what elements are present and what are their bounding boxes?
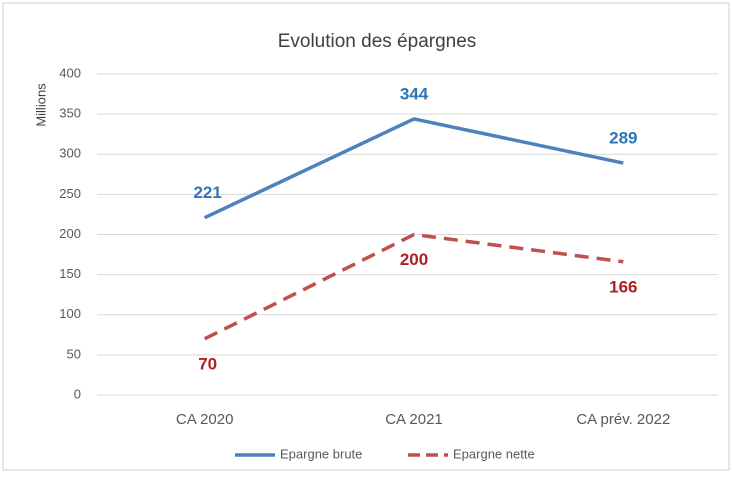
y-tick-label: 200 xyxy=(59,226,81,241)
x-tick-label: CA 2021 xyxy=(385,411,443,428)
y-tick-label: 350 xyxy=(59,106,81,121)
y-tick-label: 50 xyxy=(67,346,81,361)
data-label: 221 xyxy=(193,183,221,202)
y-axis-label: Millions xyxy=(33,83,48,127)
legend-label: Epargne brute xyxy=(280,446,362,461)
x-tick-label: CA 2020 xyxy=(176,411,234,428)
chart-title: Evolution des épargnes xyxy=(278,31,477,52)
y-tick-label: 300 xyxy=(59,146,81,161)
data-label: 166 xyxy=(609,277,637,296)
legend-label: Epargne nette xyxy=(453,446,535,461)
chart-frame xyxy=(2,2,730,471)
y-tick-label: 400 xyxy=(59,65,81,80)
data-label: 200 xyxy=(400,250,428,269)
series-line xyxy=(203,117,624,220)
series-line xyxy=(203,232,624,341)
y-tick-label: 250 xyxy=(59,186,81,201)
data-label: 344 xyxy=(400,84,429,103)
y-tick-label: 150 xyxy=(59,266,81,281)
y-tick-label: 100 xyxy=(59,306,81,321)
data-label: 289 xyxy=(609,129,637,148)
y-tick-label: 0 xyxy=(74,386,81,401)
data-label: 70 xyxy=(198,354,217,373)
x-tick-label: CA prév. 2022 xyxy=(576,411,670,428)
